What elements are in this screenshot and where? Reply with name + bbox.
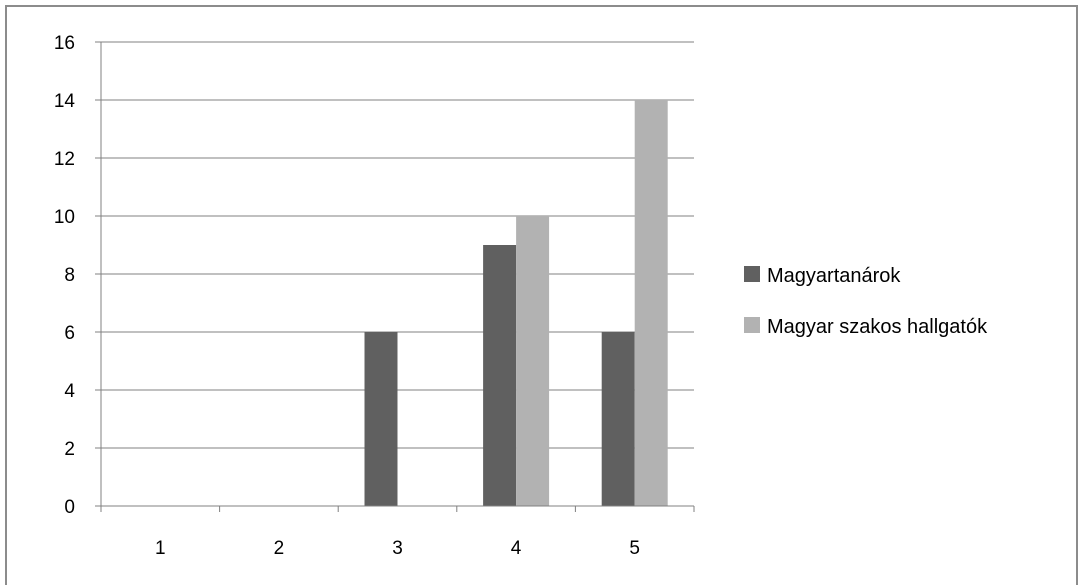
- legend-swatch-series1: [744, 266, 760, 282]
- axes: [95, 41, 695, 512]
- bar-series1-category-4: [483, 245, 517, 506]
- legend-swatch-series2: [744, 317, 760, 333]
- x-axis-tick-labels: 1 2 3 4 5: [155, 538, 640, 559]
- x-tick-label: 2: [274, 538, 285, 559]
- y-tick-label: 10: [54, 207, 75, 228]
- y-tick-label: 6: [64, 323, 75, 344]
- bar-series2-category-5: [634, 100, 668, 506]
- y-axis-tick-labels: 0 2 4 6 8 10 12 14 16: [54, 33, 76, 518]
- bars: [364, 100, 668, 506]
- x-tick-label: 3: [392, 538, 403, 559]
- legend-label-series1: Magyartanárok: [767, 265, 901, 287]
- legend: Magyartanárok Magyar szakos hallgatók: [744, 265, 988, 338]
- y-tick-label: 2: [64, 439, 75, 460]
- y-tick-label: 4: [64, 381, 75, 402]
- x-tick-label: 4: [511, 538, 522, 559]
- legend-label-series2: Magyar szakos hallgatók: [767, 316, 988, 338]
- bar-series2-category-4: [516, 216, 550, 506]
- y-tick-label: 8: [64, 265, 75, 286]
- y-tick-label: 0: [64, 497, 75, 518]
- bar-series1-category-3: [364, 332, 398, 506]
- bar-series1-category-5: [601, 332, 635, 506]
- y-tick-label: 14: [54, 91, 76, 112]
- x-tick-label: 5: [629, 538, 640, 559]
- y-tick-label: 16: [54, 33, 75, 54]
- y-tick-label: 12: [54, 149, 75, 170]
- x-tick-label: 1: [155, 538, 166, 559]
